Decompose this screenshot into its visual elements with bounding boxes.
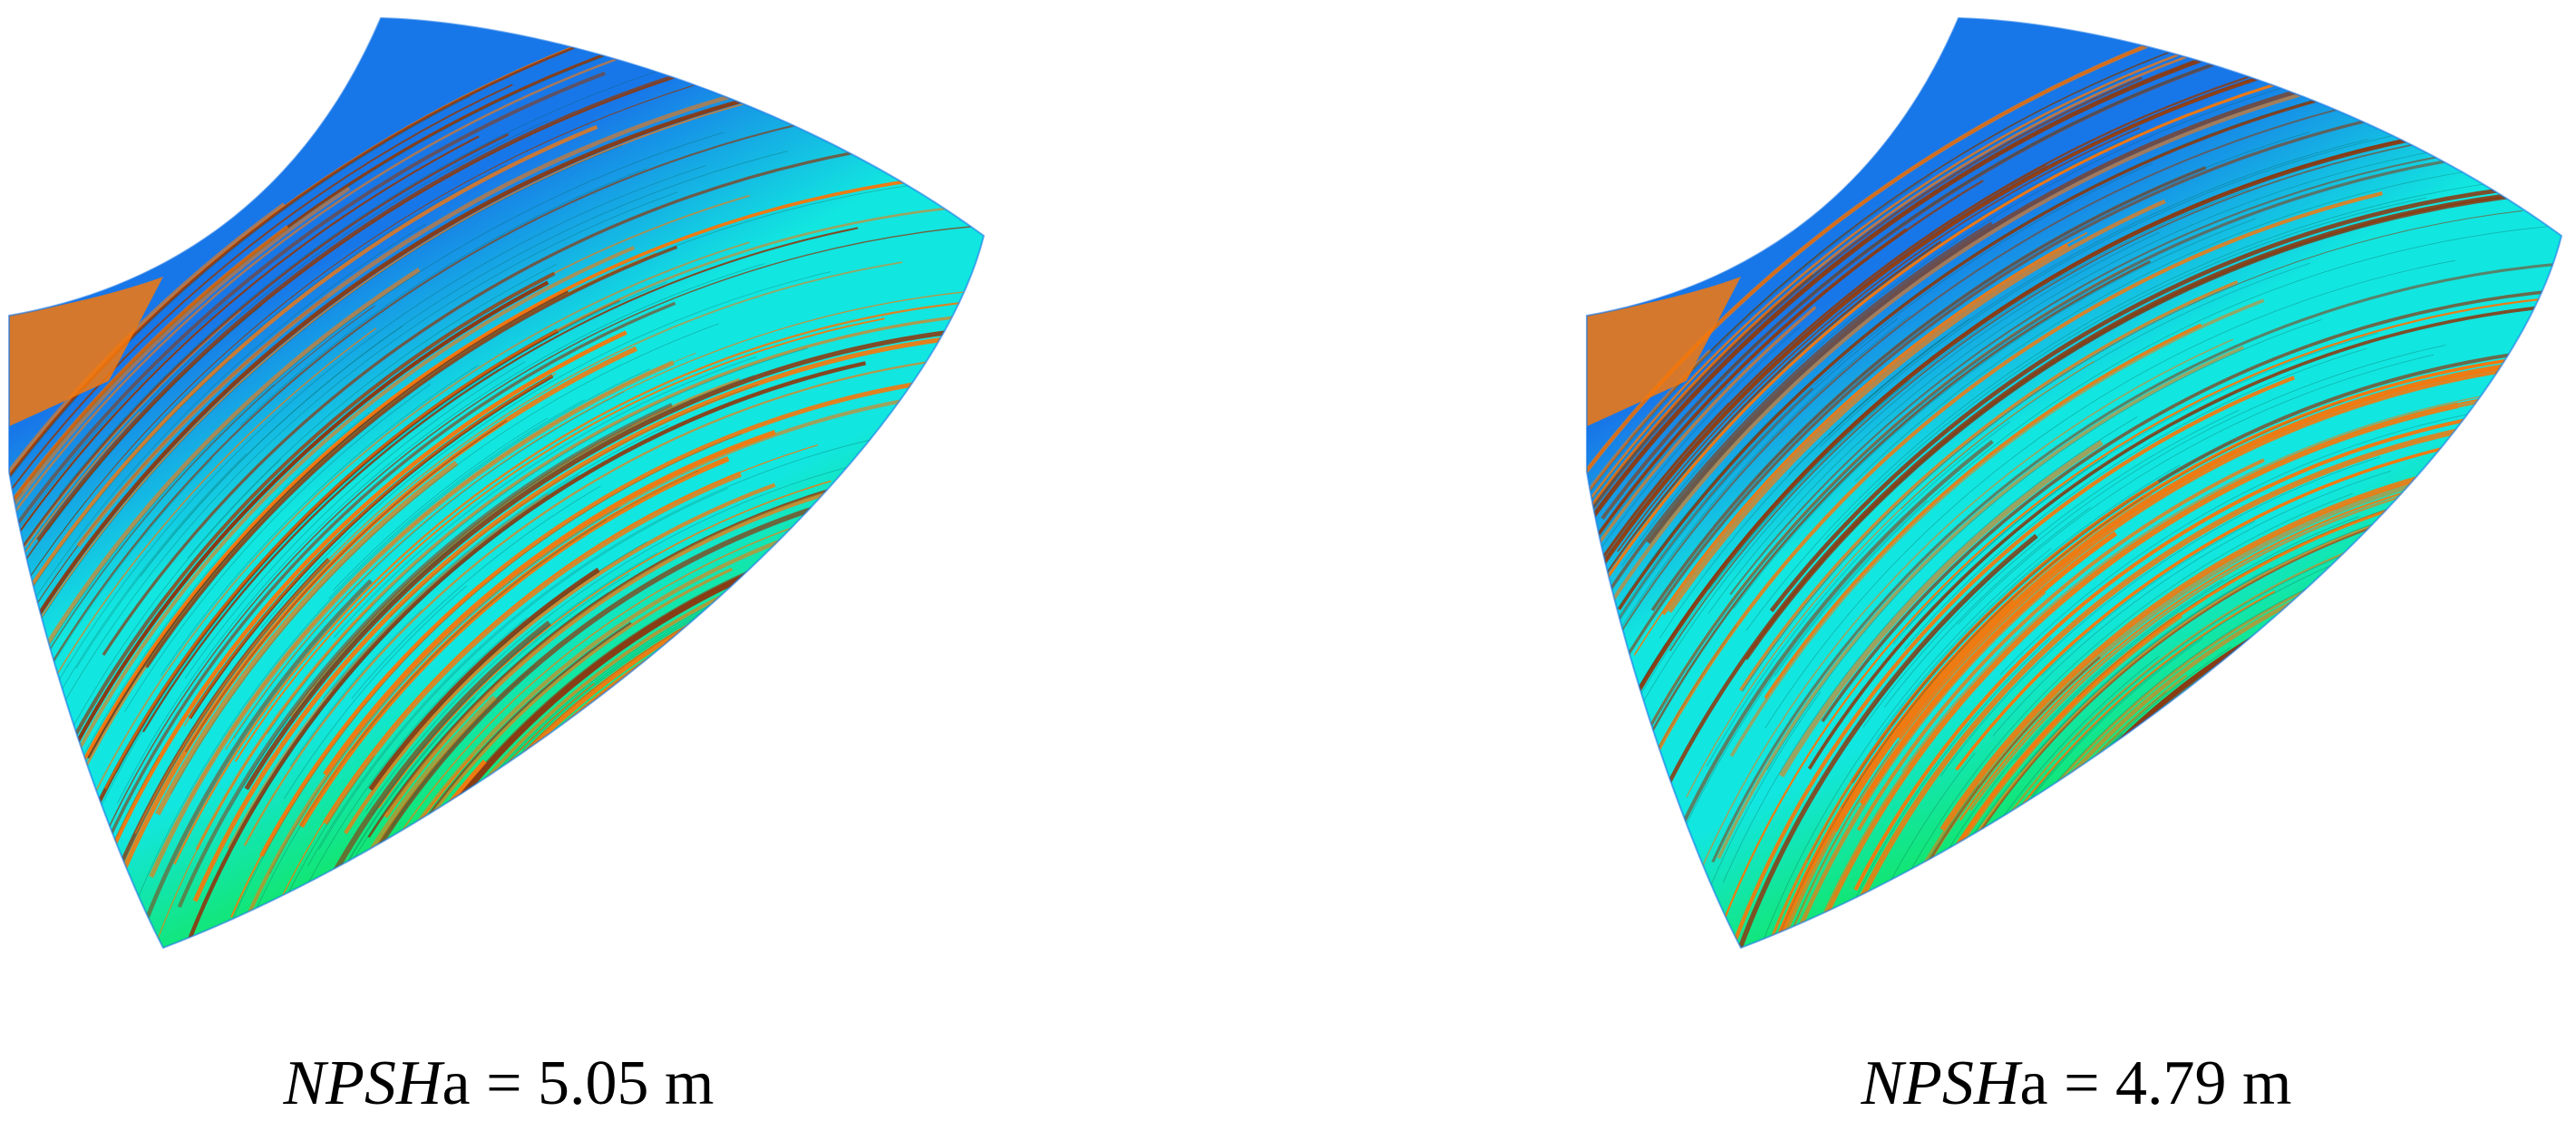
npsh-value: 4.79 <box>2115 1048 2227 1118</box>
npsh-subscript: a <box>2019 1048 2048 1118</box>
npsh-subscript: a <box>442 1048 471 1118</box>
npsh-symbol: NPSH <box>283 1048 442 1118</box>
blade-cavitation-plot <box>8 16 986 950</box>
npsh-unit: m <box>648 1048 714 1118</box>
npsh-caption: NPSHa = 5.05 m <box>283 1048 714 1118</box>
npsh-value: 5.05 <box>538 1048 649 1118</box>
npsh-caption: NPSHa = 4.79 m <box>1861 1048 2292 1118</box>
blade-cavitation-plot <box>1586 16 2563 950</box>
npsh-symbol: NPSH <box>1861 1048 2020 1118</box>
npsh-unit: m <box>2226 1048 2292 1118</box>
left-panel: NPSHa = 5.05 m <box>0 0 997 1131</box>
right-panel: NPSHa = 4.79 m <box>1578 0 2575 1131</box>
